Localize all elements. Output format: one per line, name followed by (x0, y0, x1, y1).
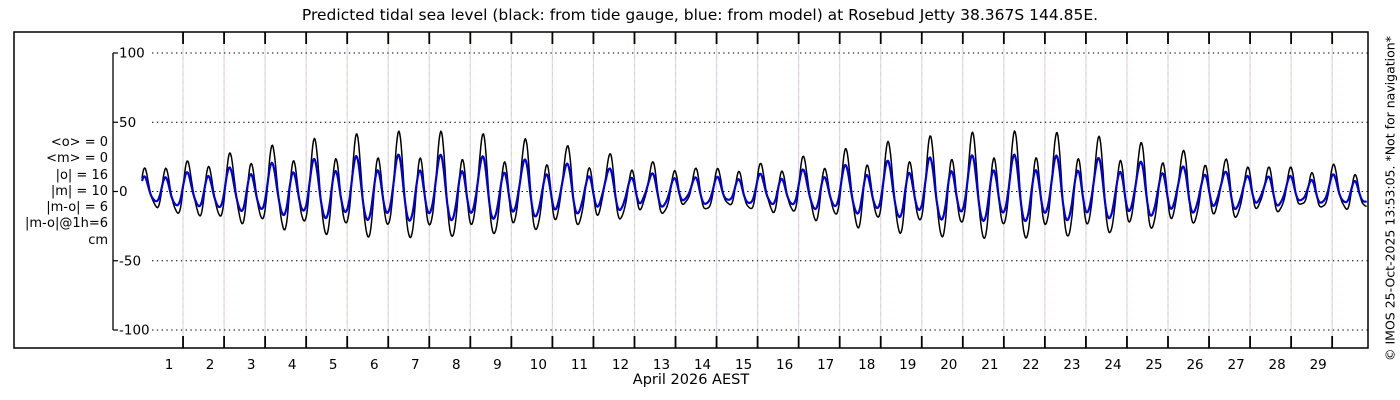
x-tick-label: 23 (1063, 357, 1080, 373)
stat-line: |m-o| = 6 (46, 200, 108, 216)
x-tick-label: 17 (817, 357, 834, 373)
stat-line: <m> = 0 (46, 151, 108, 167)
imos-watermark: © IMOS 25-Oct-2025 13:53:05. *Not for na… (1382, 36, 1398, 361)
stat-line: |o| = 16 (55, 167, 108, 183)
x-tick-label: 28 (1269, 357, 1286, 373)
x-tick-label: 9 (493, 357, 502, 373)
x-tick-label: 11 (571, 357, 588, 373)
x-axis-title: April 2026 AEST (632, 372, 750, 388)
stat-line: |m| = 10 (50, 183, 108, 199)
stat-line: cm (88, 232, 108, 248)
x-tick-label: 29 (1310, 357, 1327, 373)
x-tick-label: 12 (612, 357, 629, 373)
x-tick-label: 27 (1227, 357, 1244, 373)
x-tick-label: 10 (530, 357, 547, 373)
x-tick-label: 16 (776, 357, 793, 373)
x-tick-label: 19 (899, 357, 916, 373)
y-tick-label: -50 (119, 253, 141, 269)
tide-gauge-prediction-curve (141, 130, 1367, 240)
y-tick-label: 100 (119, 46, 145, 62)
x-tick-label: 5 (329, 357, 338, 373)
plot-frame (13, 31, 1369, 349)
x-tick-label: 13 (653, 357, 670, 373)
x-tick-label: 7 (411, 357, 420, 373)
x-tick-label: 24 (1104, 357, 1121, 373)
x-tick-label: 18 (858, 357, 875, 373)
x-tick-label: 25 (1145, 357, 1162, 373)
model-prediction-curve (140, 153, 1368, 223)
x-tick-label: 15 (735, 357, 752, 373)
stats-panel: <o> = 0 <m> = 0 |o| = 16 |m| = 10 |m-o| = 6 |… (0, 135, 108, 249)
x-tick-label: 22 (1022, 357, 1039, 373)
x-tick-label: 26 (1186, 357, 1203, 373)
y-tick-label: -100 (119, 323, 150, 339)
x-tick-label: 4 (288, 357, 297, 373)
chart-title: Predicted tidal sea level (black: from t… (301, 6, 1099, 24)
x-tick-label: 8 (452, 357, 461, 373)
stat-line: |m-o|@1h=6 (25, 216, 108, 232)
x-tick-label: 14 (694, 357, 711, 373)
x-tick-label: 20 (940, 357, 957, 373)
x-tick-label: 2 (206, 357, 215, 373)
x-tick-label: 3 (247, 357, 256, 373)
stat-line: <o> = 0 (50, 135, 108, 150)
x-tick-label: 6 (370, 357, 379, 373)
y-tick-label: 50 (119, 115, 136, 131)
x-tick-label: 21 (981, 357, 998, 373)
y-tick-label: 0 (119, 184, 128, 200)
x-tick-label: 1 (165, 357, 174, 373)
